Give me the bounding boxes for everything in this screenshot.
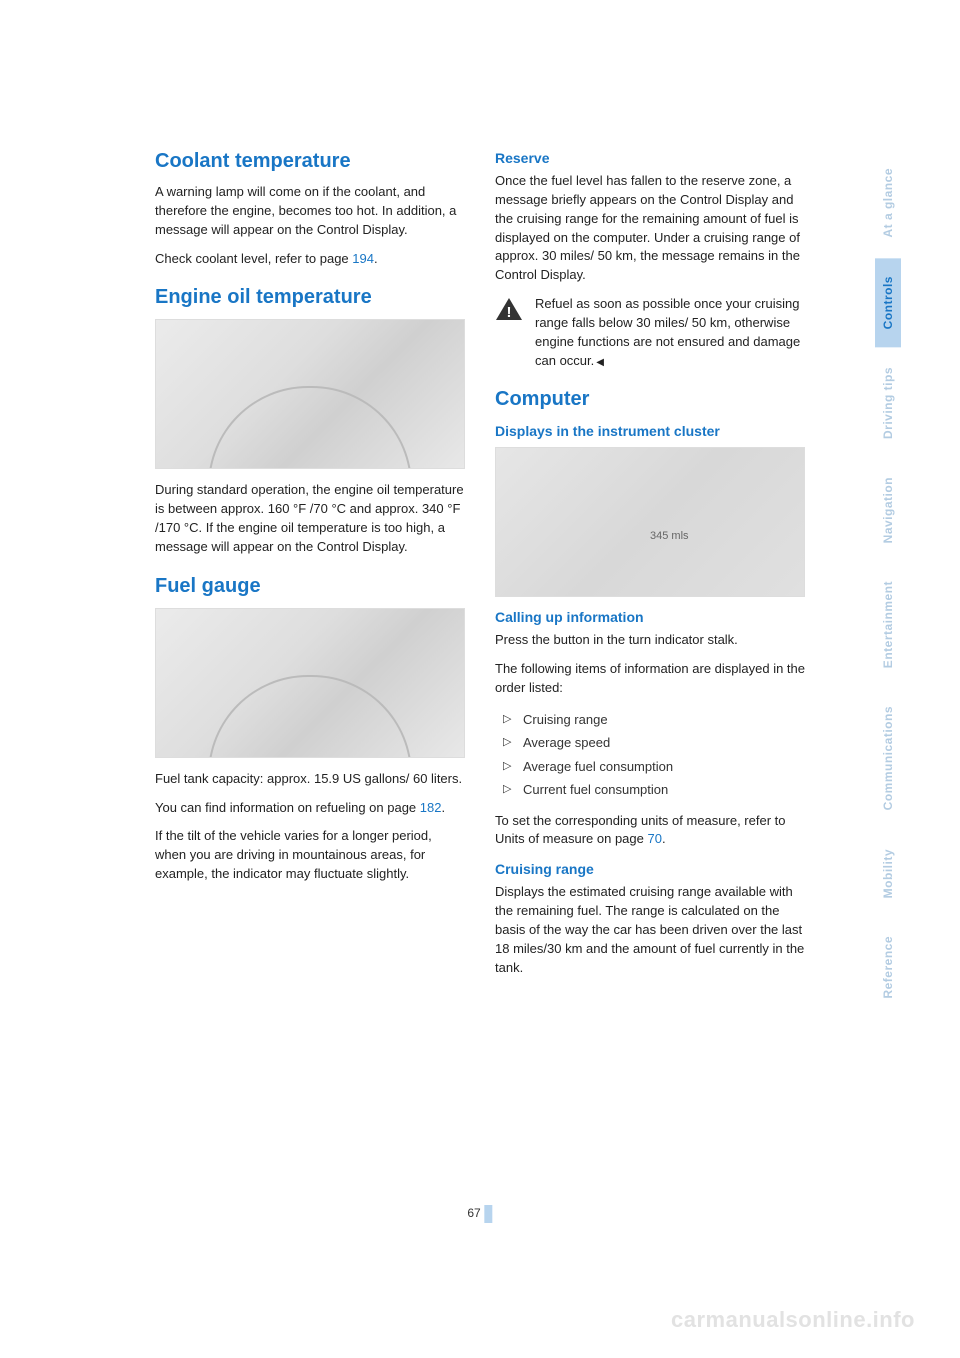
tab-mobility[interactable]: Mobility [875, 831, 901, 916]
calling-p2: The following items of information are d… [495, 660, 805, 698]
tab-driving-tips[interactable]: Driving tips [875, 349, 901, 457]
page-number: 67 [467, 1205, 492, 1223]
list-item: Average speed [495, 731, 805, 754]
cruising-p: Displays the estimated cruising range av… [495, 883, 805, 977]
fuel-p3: If the tilt of the vehicle varies for a … [155, 827, 465, 884]
page-link-70[interactable]: 70 [647, 831, 661, 846]
tab-at-a-glance[interactable]: At a glance [875, 150, 901, 256]
engine-oil-gauge-figure [155, 319, 465, 469]
side-tabs: At a glance Controls Driving tips Naviga… [875, 150, 905, 1019]
page-number-bar [485, 1205, 493, 1223]
tab-communications[interactable]: Communications [875, 688, 901, 828]
warning-triangle-icon: ! [495, 297, 523, 321]
subheading-calling-up: Calling up information [495, 609, 805, 625]
caution-block: ! Refuel as soon as possible once your c… [495, 295, 805, 370]
fuel-p1: Fuel tank capacity: approx. 15.9 US gall… [155, 770, 465, 789]
page-number-value: 67 [467, 1206, 480, 1220]
list-item: Average fuel consumption [495, 755, 805, 778]
engine-oil-p1: During standard operation, the engine oi… [155, 481, 465, 556]
fuel-p2-post: . [441, 800, 445, 815]
subheading-cruising-range: Cruising range [495, 861, 805, 877]
page-link-194[interactable]: 194 [352, 251, 374, 266]
tab-entertainment[interactable]: Entertainment [875, 563, 901, 686]
tab-reference[interactable]: Reference [875, 918, 901, 1017]
calling-p1: Press the button in the turn indicator s… [495, 631, 805, 650]
caution-text: Refuel as soon as possible once your cru… [535, 295, 805, 370]
fuel-gauge-figure [155, 608, 465, 758]
page-content: Coolant temperature A warning lamp will … [155, 150, 810, 987]
units-p: To set the corresponding units of measur… [495, 812, 805, 850]
units-pre: To set the corresponding units of measur… [495, 813, 786, 847]
left-column: Coolant temperature A warning lamp will … [155, 150, 465, 987]
info-list: Cruising range Average speed Average fue… [495, 708, 805, 802]
heading-computer: Computer [495, 388, 805, 411]
heading-fuel-gauge: Fuel gauge [155, 575, 465, 598]
coolant-p2-post: . [374, 251, 378, 266]
coolant-p2: Check coolant level, refer to page 194. [155, 250, 465, 269]
watermark-text: carmanualsonline.info [671, 1307, 915, 1333]
subheading-displays: Displays in the instrument cluster [495, 423, 805, 439]
units-post: . [662, 831, 666, 846]
list-item: Cruising range [495, 708, 805, 731]
right-column: Reserve Once the fuel level has fallen t… [495, 150, 805, 987]
coolant-p2-pre: Check coolant level, refer to page [155, 251, 352, 266]
tab-navigation[interactable]: Navigation [875, 459, 901, 561]
page-link-182[interactable]: 182 [420, 800, 442, 815]
fuel-p2-pre: You can find information on refueling on… [155, 800, 420, 815]
reserve-p1: Once the fuel level has fallen to the re… [495, 172, 805, 285]
svg-text:!: ! [507, 304, 512, 321]
heading-engine-oil: Engine oil temperature [155, 286, 465, 309]
heading-coolant: Coolant temperature [155, 150, 465, 173]
heading-reserve: Reserve [495, 150, 805, 166]
tab-controls[interactable]: Controls [875, 258, 901, 347]
instrument-cluster-figure [495, 447, 805, 597]
coolant-p1: A warning lamp will come on if the coola… [155, 183, 465, 240]
fuel-p2: You can find information on refueling on… [155, 799, 465, 818]
list-item: Current fuel consumption [495, 778, 805, 801]
